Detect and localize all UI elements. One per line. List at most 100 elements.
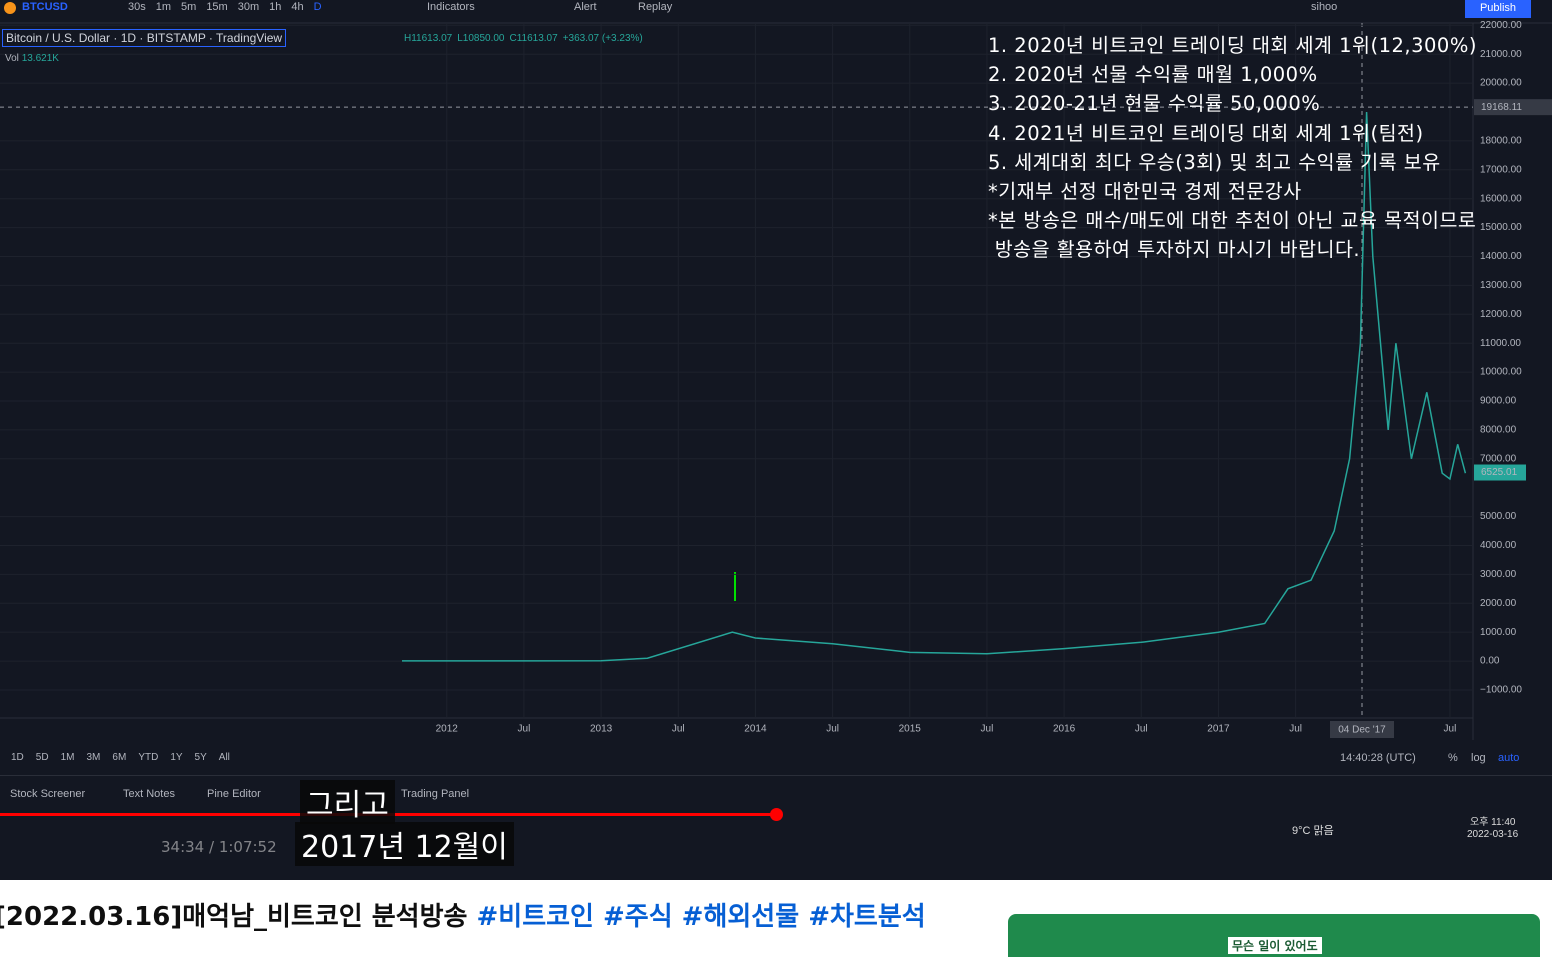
volume-row: Vol 13.621K	[5, 53, 59, 64]
y-tick-label: −1000.00	[1480, 685, 1522, 696]
interval[interactable]: 5m	[181, 1, 197, 13]
percent[interactable]: %	[1448, 752, 1458, 764]
annotation-line: *본 방송은 매수/매도에 대한 추천이 아닌 교육 목적이므로	[988, 209, 1477, 233]
y-tick-label: 20000.00	[1480, 78, 1522, 89]
title-text: [2022.03.16]매억남_비트코인 분석방송	[0, 902, 468, 932]
y-tick-label: 17000.00	[1480, 164, 1522, 175]
ohlc-value: H11613.07	[404, 33, 453, 44]
x-tick-label: Jul	[1135, 724, 1148, 735]
y-tick-label: 18000.00	[1480, 136, 1522, 147]
y-tick-label: 21000.00	[1480, 49, 1522, 60]
range[interactable]: 5D	[35, 752, 49, 763]
y-tick-label: 12000.00	[1480, 309, 1522, 320]
x-tick-label: 2016	[1053, 724, 1076, 735]
annotation-line: 1. 2020년 비트코인 트레이딩 대회 세계 1위(12,300%)	[988, 34, 1477, 57]
y-tick-label: 11000.00	[1480, 338, 1521, 349]
symbol: BTCUSD	[22, 1, 68, 13]
x-tick-label: Jul	[1444, 724, 1457, 735]
y-tick-label: 3000.00	[1480, 569, 1517, 580]
hashtags[interactable]: #비트코인 #주식 #해외선물 #차트분석	[476, 902, 926, 932]
annotation-line: 4. 2021년 비트코인 트레이딩 대회 세계 1위(팀전)	[988, 121, 1424, 145]
x-tick-label: Jul	[1289, 724, 1302, 735]
x-tick-label: 2012	[436, 724, 459, 735]
annotation-line: 3. 2020-21년 현물 수익률 50,000%	[988, 92, 1321, 116]
scrubber[interactable]	[770, 808, 783, 821]
panel-tab[interactable]: Stock Screener	[10, 788, 86, 800]
user[interactable]: sihoo	[1311, 1, 1338, 13]
indicators[interactable]: Indicators	[427, 1, 475, 13]
annotation: 1. 2020년 비트코인 트레이딩 대회 세계 1위(12,300%) 2. 2…	[988, 31, 1477, 265]
y-tick-label: 14000.00	[1480, 251, 1522, 262]
log[interactable]: log	[1471, 752, 1486, 764]
crosshair-price-box	[1474, 99, 1552, 116]
interval[interactable]: D	[313, 1, 322, 13]
panel-tab[interactable]: Trading Panel	[401, 788, 470, 800]
alert[interactable]: Alert	[574, 1, 597, 13]
range-bar: 1D 5D 1M 3M 6M YTD 1Y 5Y All	[11, 752, 242, 763]
replay[interactable]: Replay	[638, 1, 673, 13]
ohlc-value: C11613.07	[509, 33, 558, 44]
crosshair-date-box	[1330, 721, 1394, 738]
ohlc-value: L10850.00	[457, 33, 505, 44]
panel-tab[interactable]: Text Notes	[123, 788, 175, 800]
x-tick-label: 2015	[899, 724, 922, 735]
annotation-line: 2. 2020년 선물 수익률 매월 1,000%	[988, 63, 1318, 87]
subtitle: 2017년 12월이	[295, 822, 514, 866]
range[interactable]: 1Y	[170, 752, 183, 763]
range[interactable]: 6M	[112, 752, 127, 763]
ohlc-value: +363.07 (+3.23%)	[562, 33, 643, 44]
y-tick-label: 22000.00	[1480, 20, 1522, 31]
y-tick-label: 0.00	[1480, 656, 1500, 667]
annotation-line: *기재부 선정 대한민국 경제 전문강사	[988, 180, 1302, 204]
x-tick-label: Jul	[518, 724, 531, 735]
annotation-line: 방송을 활용하여 투자하지 마시기 바랍니다.	[988, 238, 1361, 262]
range[interactable]: 5Y	[194, 752, 207, 763]
crosshair-date: 04 Dec '17	[1338, 725, 1386, 736]
y-tick-label: 16000.00	[1480, 193, 1522, 204]
x-tick-label: 2014	[744, 724, 767, 735]
y-tick-label: 5000.00	[1480, 511, 1517, 522]
range[interactable]: 3M	[86, 752, 101, 763]
interval[interactable]: 30m	[237, 1, 260, 13]
y-tick-label: 4000.00	[1480, 540, 1517, 551]
symbol-box[interactable]: BTCUSD	[4, 1, 68, 15]
y-tick-label: 8000.00	[1480, 425, 1517, 436]
x-tick-label: Jul	[981, 724, 994, 735]
separator	[0, 775, 1552, 776]
tray-date: 2022-03-16	[1467, 829, 1519, 840]
interval[interactable]: 1m	[155, 1, 172, 13]
symbol-line: Bitcoin / U.S. Dollar · 1D · BITSTAMP · …	[2, 29, 287, 47]
video-frame	[0, 0, 1552, 880]
price-line	[402, 111, 1467, 662]
ad-text: 무슨 일이 있어도	[1228, 937, 1322, 954]
auto[interactable]: auto	[1498, 752, 1520, 764]
interval[interactable]: 1h	[269, 1, 282, 13]
y-tick-label: 13000.00	[1480, 280, 1522, 291]
range[interactable]: All	[218, 752, 230, 763]
interval[interactable]: 15m	[206, 1, 228, 13]
volume-value: 13.621K	[21, 53, 59, 64]
range[interactable]: 1D	[11, 752, 24, 763]
weather: 9°C 맑음	[1292, 825, 1334, 837]
clock: 14:40:28 (UTC)	[1340, 752, 1416, 764]
interval[interactable]: 4h	[291, 1, 304, 13]
chart: 22000.00 21000.00 20000.00 18000.00 17000.00…	[0, 0, 1552, 740]
publish[interactable]: Publish	[1465, 0, 1531, 18]
crosshair-price: 19168.11	[1481, 102, 1522, 113]
range[interactable]: 1M	[60, 752, 75, 763]
y-tick-label: 2000.00	[1480, 598, 1517, 609]
interval-bar: 30s 1m 5m 15m 30m 1h 4h D	[128, 1, 332, 13]
btc-icon	[4, 2, 16, 14]
last-price-box	[1474, 464, 1526, 481]
x-tick-label: Jul	[826, 724, 839, 735]
interval[interactable]: 30s	[128, 1, 146, 13]
ohlc: H11613.07 L10850.00 C11613.07 +363.07 (+3.2…	[404, 33, 648, 44]
x-tick-label: 2013	[590, 724, 613, 735]
panel-tab[interactable]: Pine Editor	[207, 788, 261, 800]
range[interactable]: YTD	[138, 752, 159, 763]
toolbar-bg	[0, 0, 1552, 23]
subtitle: 그리고	[300, 780, 395, 824]
y-tick-label: 10000.00	[1480, 367, 1522, 378]
y-tick-label: 1000.00	[1480, 627, 1517, 638]
